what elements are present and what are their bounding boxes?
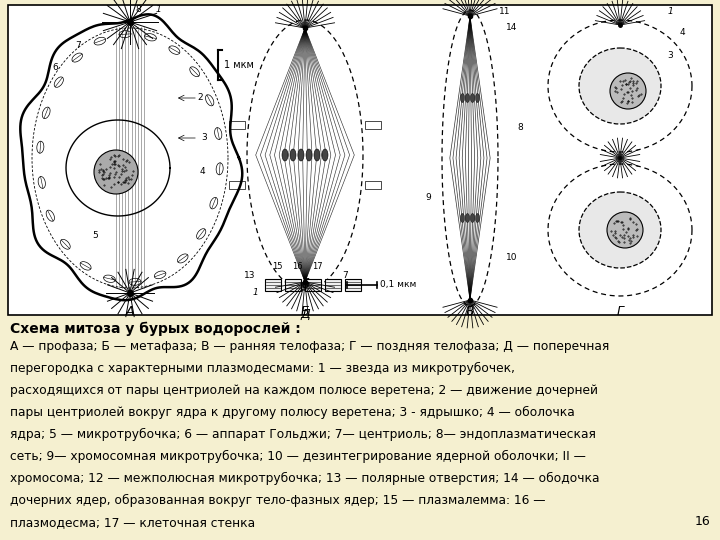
Text: 11: 11	[499, 7, 510, 16]
Ellipse shape	[461, 213, 464, 222]
Ellipse shape	[461, 93, 464, 103]
Text: 1: 1	[155, 5, 161, 15]
Ellipse shape	[470, 213, 474, 222]
Ellipse shape	[579, 192, 661, 268]
Text: 5: 5	[92, 231, 98, 240]
Text: Б: Б	[301, 305, 310, 318]
Bar	[365, 181, 381, 189]
Ellipse shape	[466, 213, 469, 222]
Ellipse shape	[475, 213, 480, 222]
Text: Схема митоза у бурых водорослей :: Схема митоза у бурых водорослей :	[10, 322, 301, 336]
Bar	[365, 121, 381, 129]
Text: 3: 3	[201, 133, 207, 143]
Text: сеть; 9— хромосомная микротрубочка; 10 — дезинтегрирование ядерной оболочки; II : сеть; 9— хромосомная микротрубочка; 10 —…	[10, 450, 586, 463]
Text: дочерних ядер, образованная вокруг тело-фазных ядер; 15 — плазмалемма: 16 —: дочерних ядер, образованная вокруг тело-…	[10, 494, 546, 507]
Text: 8: 8	[135, 5, 141, 15]
Text: А — профаза; Б — метафаза; В — ранняя телофаза; Г — поздняя телофаза; Д — попере: А — профаза; Б — метафаза; В — ранняя те…	[10, 340, 609, 353]
Text: 10: 10	[506, 253, 518, 262]
Text: плазмодесма; 17 — клеточная стенка: плазмодесма; 17 — клеточная стенка	[10, 516, 255, 529]
Circle shape	[607, 212, 643, 248]
Text: пары центриолей вокруг ядра к другому полюсу веретена; 3 - ядрышко; 4 — оболочка: пары центриолей вокруг ядра к другому по…	[10, 406, 575, 419]
Text: 13: 13	[244, 271, 256, 280]
Text: расходящихся от пары центриолей на каждом полюсе веретена; 2 — движение дочерней: расходящихся от пары центриолей на каждо…	[10, 384, 598, 397]
Bar	[265, 279, 281, 291]
Text: перегородка с характерными плазмодесмами: 1 — звезда из микротрубочек,: перегородка с характерными плазмодесмами…	[10, 362, 515, 375]
Bar	[229, 181, 245, 189]
Bar	[8, 5, 712, 315]
Ellipse shape	[282, 149, 288, 161]
Text: 16: 16	[694, 515, 710, 528]
Text: 0,1 мкм: 0,1 мкм	[380, 280, 416, 289]
Ellipse shape	[314, 149, 320, 161]
Text: 4: 4	[199, 167, 204, 177]
Bar	[305, 279, 321, 291]
Text: 1: 1	[667, 7, 673, 16]
Ellipse shape	[322, 149, 328, 161]
Ellipse shape	[470, 93, 474, 103]
Text: 15: 15	[271, 262, 282, 271]
Text: 6: 6	[52, 64, 58, 72]
Text: А: А	[126, 305, 134, 318]
Circle shape	[94, 150, 138, 194]
Bar	[285, 279, 301, 291]
Text: 14: 14	[506, 23, 518, 32]
Text: хромосома; 12 — межполюсная микротрубочка; 13 — полярные отверстия; 14 — ободочк: хромосома; 12 — межполюсная микротрубочк…	[10, 472, 600, 485]
Bar	[229, 121, 245, 129]
Text: 1 мкм: 1 мкм	[224, 60, 254, 70]
Ellipse shape	[306, 149, 312, 161]
Bar	[325, 279, 341, 291]
Text: 4: 4	[679, 28, 685, 37]
Text: 8: 8	[517, 123, 523, 132]
Ellipse shape	[579, 48, 661, 124]
Text: 9: 9	[425, 193, 431, 202]
Circle shape	[610, 73, 646, 109]
Text: 7: 7	[342, 271, 348, 280]
Ellipse shape	[466, 93, 469, 103]
Text: 2: 2	[197, 93, 203, 103]
Ellipse shape	[475, 93, 480, 103]
Text: 3: 3	[667, 51, 673, 60]
Bar	[345, 279, 361, 291]
Text: ядра; 5 — микротрубочка; 6 — аппарат Гольджи; 7— центриоль; 8— эндоплазматическа: ядра; 5 — микротрубочка; 6 — аппарат Гол…	[10, 428, 596, 441]
Ellipse shape	[290, 149, 296, 161]
Text: б: б	[301, 278, 309, 291]
Text: 17: 17	[312, 262, 323, 271]
Text: 1: 1	[252, 288, 258, 297]
Ellipse shape	[298, 149, 304, 161]
Text: Д: Д	[300, 308, 310, 321]
Text: В: В	[466, 305, 474, 318]
Text: 16: 16	[292, 262, 302, 271]
Text: Г: Г	[616, 305, 624, 318]
Text: 7: 7	[75, 40, 81, 50]
